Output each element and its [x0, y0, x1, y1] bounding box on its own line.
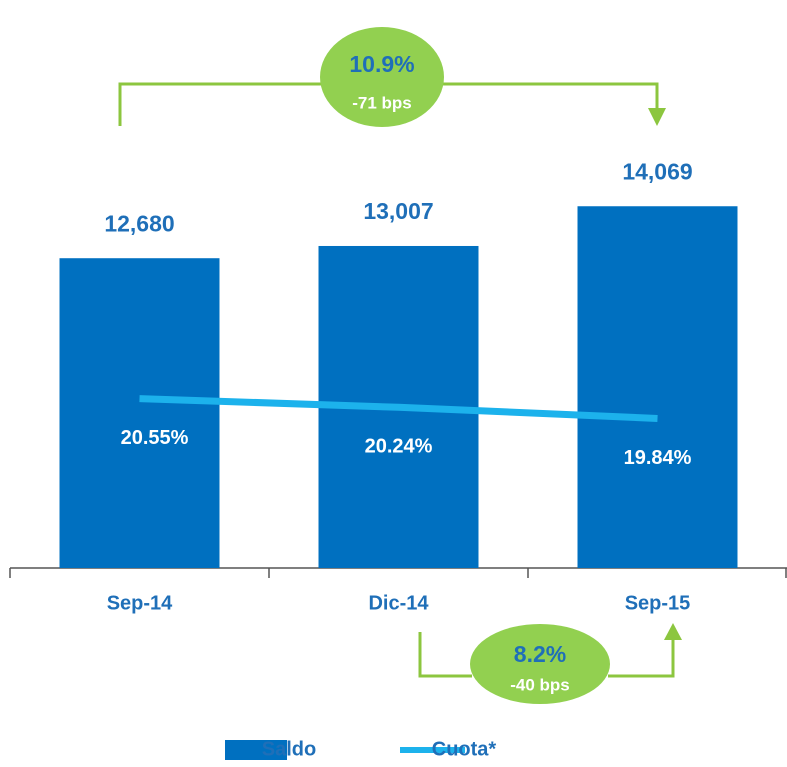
- annotation-change: -71 bps: [352, 93, 412, 112]
- bar-value-label: 13,007: [363, 198, 433, 224]
- bracket: [118, 82, 322, 126]
- bar: [577, 206, 738, 568]
- line-value-label: 20.24%: [365, 436, 433, 458]
- line: [139, 395, 658, 422]
- arrow-head: [648, 108, 666, 126]
- annotation-value: 10.9%: [349, 51, 414, 77]
- bracket: [608, 638, 675, 678]
- line-value-label: 19.84%: [624, 447, 692, 469]
- annotation-change: -40 bps: [510, 675, 570, 694]
- arrow-head: [664, 623, 682, 640]
- annotation-bottom: [418, 623, 682, 704]
- x-tick-label: Dic-14: [368, 592, 429, 614]
- annotation-top: [118, 27, 666, 127]
- x-tick-label: Sep-15: [625, 592, 691, 614]
- bracket: [418, 632, 472, 678]
- annotation-value: 8.2%: [514, 641, 566, 667]
- legend-label: Cuota*: [432, 738, 497, 760]
- bracket: [442, 82, 659, 112]
- bar-value-label: 14,069: [622, 158, 692, 184]
- bubble: [470, 624, 610, 704]
- x-tick-label: Sep-14: [107, 592, 173, 614]
- bar-value-label: 12,680: [104, 210, 174, 236]
- legend-swatch: [225, 740, 287, 760]
- line-value-label: 20.55%: [121, 427, 189, 449]
- bar: [59, 258, 220, 568]
- legend-label: Saldo: [262, 738, 316, 760]
- bubble: [320, 27, 444, 127]
